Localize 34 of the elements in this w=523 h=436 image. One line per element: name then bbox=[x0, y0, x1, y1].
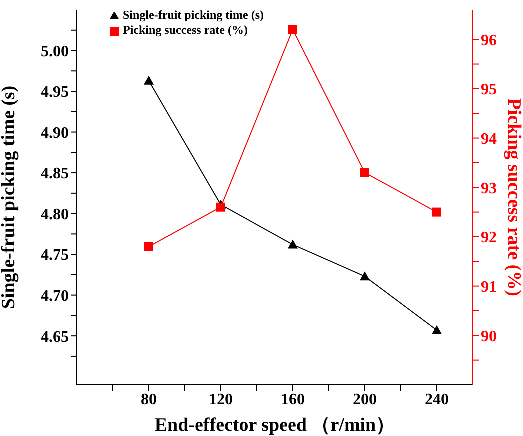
point bbox=[360, 168, 370, 178]
point bbox=[432, 208, 442, 217]
y-tick-label: 4.65 bbox=[41, 328, 69, 346]
y-tick-label: 4.80 bbox=[41, 206, 69, 224]
y2-tick-label: 94 bbox=[481, 130, 497, 148]
x-tick-label: 160 bbox=[281, 391, 305, 408]
y2-tick-label: 91 bbox=[481, 278, 497, 296]
point bbox=[216, 202, 226, 212]
legend-label: Single-fruit picking time (s) bbox=[123, 8, 264, 22]
point bbox=[144, 76, 154, 85]
y-tick-label: 4.85 bbox=[41, 166, 69, 183]
y2-tick-label: 90 bbox=[481, 328, 497, 346]
point bbox=[288, 25, 298, 34]
y-tick-label: 5.00 bbox=[41, 43, 69, 60]
x-tick-label: 80 bbox=[141, 391, 157, 408]
point bbox=[144, 242, 154, 252]
x-tick-label: 120 bbox=[209, 391, 233, 408]
y-axis-title: Single-fruit picking time (s) bbox=[0, 86, 20, 310]
y-tick-label: 4.70 bbox=[41, 288, 69, 306]
y2-tick-label: 93 bbox=[481, 180, 497, 198]
x-axis-title: End-effector speed （r/min） bbox=[154, 415, 396, 436]
y-tick-label: 4.75 bbox=[41, 247, 69, 264]
x-tick-label: 200 bbox=[353, 391, 377, 408]
y-tick-label: 4.90 bbox=[41, 124, 69, 142]
point bbox=[360, 272, 370, 281]
x-tick-label: 240 bbox=[425, 391, 449, 408]
y-tick-label: 4.95 bbox=[41, 84, 69, 102]
point bbox=[288, 240, 298, 249]
legend-label: Picking success rate (%) bbox=[123, 23, 248, 37]
y2-tick-label: 95 bbox=[481, 82, 497, 99]
y2-tick-label: 92 bbox=[481, 230, 497, 247]
point bbox=[432, 325, 442, 334]
y2-axis-title: Picking success rate (%) bbox=[503, 98, 523, 296]
y2-tick-label: 96 bbox=[481, 32, 497, 50]
